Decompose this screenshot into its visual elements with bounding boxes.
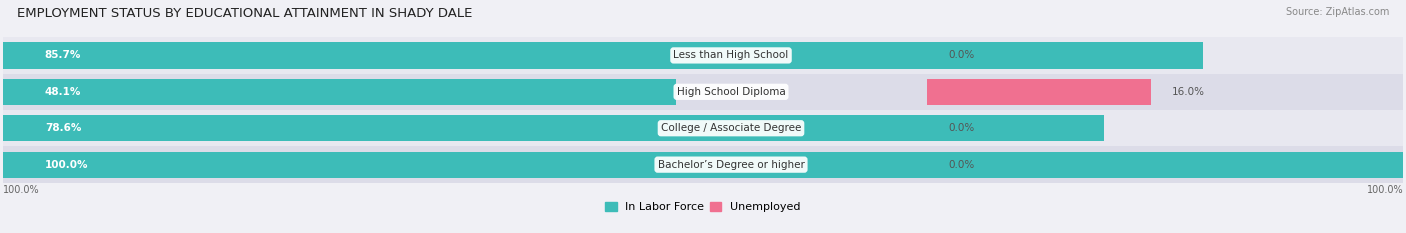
Bar [3, 37, 1403, 74]
Text: 0.0%: 0.0% [948, 123, 974, 133]
Text: Less than High School: Less than High School [673, 50, 789, 60]
Bar [3, 42, 1204, 69]
Bar [3, 110, 1403, 146]
Text: 78.6%: 78.6% [45, 123, 82, 133]
Text: Source: ZipAtlas.com: Source: ZipAtlas.com [1285, 7, 1389, 17]
Text: 100.0%: 100.0% [1367, 185, 1403, 195]
Text: College / Associate Degree: College / Associate Degree [661, 123, 801, 133]
Bar [3, 146, 1403, 183]
Text: 0.0%: 0.0% [948, 50, 974, 60]
Text: 16.0%: 16.0% [1173, 87, 1205, 97]
Text: EMPLOYMENT STATUS BY EDUCATIONAL ATTAINMENT IN SHADY DALE: EMPLOYMENT STATUS BY EDUCATIONAL ATTAINM… [17, 7, 472, 20]
Text: Bachelor’s Degree or higher: Bachelor’s Degree or higher [658, 160, 804, 170]
Bar [3, 151, 1403, 178]
Text: 100.0%: 100.0% [45, 160, 89, 170]
Bar [3, 115, 1104, 141]
Text: 85.7%: 85.7% [45, 50, 82, 60]
Text: High School Diploma: High School Diploma [676, 87, 786, 97]
Bar [3, 79, 676, 105]
Text: 100.0%: 100.0% [3, 185, 39, 195]
Text: 0.0%: 0.0% [948, 160, 974, 170]
Text: 48.1%: 48.1% [45, 87, 82, 97]
Legend: In Labor Force, Unemployed: In Labor Force, Unemployed [606, 202, 800, 212]
Bar [927, 79, 1152, 105]
Bar [3, 74, 1403, 110]
